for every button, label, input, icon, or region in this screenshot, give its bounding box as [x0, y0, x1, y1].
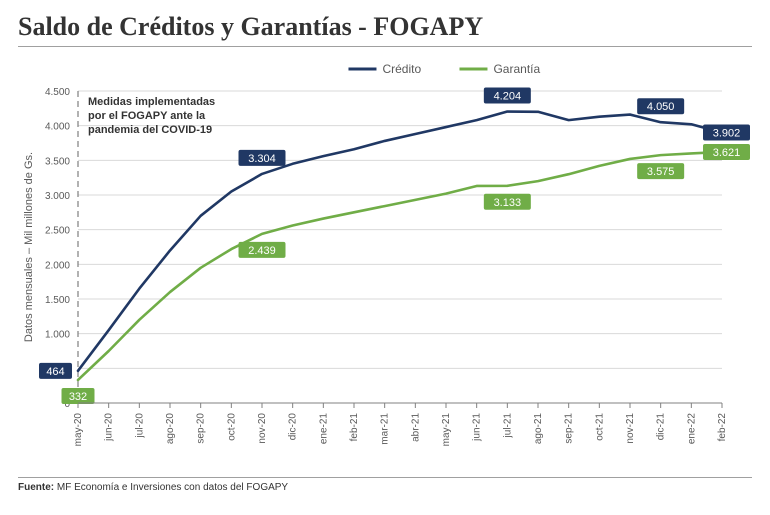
svg-text:feb-22: feb-22: [717, 413, 728, 442]
source-divider: [18, 477, 752, 478]
chart-container: 05001.0001.5002.0002.5003.0003.5004.0004…: [18, 57, 752, 477]
source-line: Fuente: MF Economía e Inversiones con da…: [18, 482, 752, 493]
svg-text:1.000: 1.000: [45, 330, 70, 341]
svg-text:3.575: 3.575: [647, 166, 675, 178]
page-title: Saldo de Créditos y Garantías - FOGAPY: [18, 12, 752, 42]
svg-text:2.500: 2.500: [45, 226, 70, 237]
svg-text:dic-20: dic-20: [288, 413, 299, 441]
svg-text:4.050: 4.050: [647, 101, 675, 113]
svg-text:3.902: 3.902: [713, 127, 741, 139]
svg-text:3.133: 3.133: [494, 197, 522, 209]
svg-text:jul-20: jul-20: [134, 413, 145, 439]
svg-text:dic-21: dic-21: [656, 413, 667, 441]
svg-text:may-21: may-21: [441, 413, 452, 447]
svg-text:4.000: 4.000: [45, 122, 70, 133]
svg-text:2.439: 2.439: [248, 245, 276, 257]
source-text: MF Economía e Inversiones con datos del …: [57, 482, 288, 493]
svg-text:nov-20: nov-20: [257, 413, 268, 444]
svg-text:feb-21: feb-21: [349, 413, 360, 442]
svg-text:Garantía: Garantía: [493, 62, 540, 76]
svg-text:mar-21: mar-21: [380, 413, 391, 445]
svg-text:oct-20: oct-20: [226, 413, 237, 441]
svg-text:may-20: may-20: [73, 413, 84, 447]
svg-text:ene-22: ene-22: [686, 413, 697, 445]
source-label: Fuente:: [18, 482, 54, 493]
svg-text:ene-21: ene-21: [318, 413, 329, 445]
svg-text:sep-21: sep-21: [564, 413, 575, 444]
svg-text:jul-21: jul-21: [502, 413, 513, 439]
svg-text:oct-21: oct-21: [594, 413, 605, 441]
svg-text:nov-21: nov-21: [625, 413, 636, 444]
svg-text:jun-21: jun-21: [472, 413, 483, 442]
title-divider: [18, 46, 752, 47]
svg-text:sep-20: sep-20: [196, 413, 207, 444]
svg-text:4.500: 4.500: [45, 87, 70, 98]
svg-text:ago-20: ago-20: [165, 413, 176, 445]
svg-text:3.621: 3.621: [713, 147, 741, 159]
svg-text:Crédito: Crédito: [382, 62, 421, 76]
svg-text:por el FOGAPY ante la: por el FOGAPY ante la: [88, 110, 206, 122]
line-chart: 05001.0001.5002.0002.5003.0003.5004.0004…: [18, 57, 752, 477]
svg-text:1.500: 1.500: [45, 295, 70, 306]
svg-text:Medidas implementadas: Medidas implementadas: [88, 96, 215, 108]
svg-text:3.000: 3.000: [45, 191, 70, 202]
svg-text:Datos mensuales – Mil millones: Datos mensuales – Mil millones de Gs.: [23, 152, 35, 342]
svg-text:332: 332: [69, 391, 87, 403]
svg-text:abr-21: abr-21: [410, 413, 421, 442]
svg-text:ago-21: ago-21: [533, 413, 544, 445]
svg-text:4.204: 4.204: [494, 91, 522, 103]
svg-text:pandemia del COVID-19: pandemia del COVID-19: [88, 124, 212, 136]
svg-text:464: 464: [46, 366, 64, 378]
svg-text:2.000: 2.000: [45, 260, 70, 271]
svg-text:3.500: 3.500: [45, 156, 70, 167]
svg-text:3.304: 3.304: [248, 153, 276, 165]
page: Saldo de Créditos y Garantías - FOGAPY 0…: [0, 0, 770, 515]
svg-text:jun-20: jun-20: [104, 413, 115, 442]
